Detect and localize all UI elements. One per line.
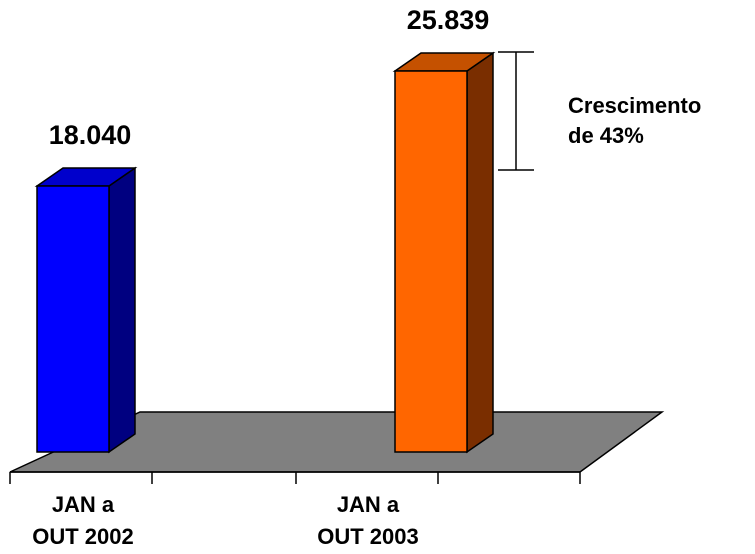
x-tick-label-0-line-1: JAN a bbox=[52, 492, 115, 517]
bar-1-side bbox=[466, 51, 494, 454]
x-axis-ticks bbox=[9, 472, 581, 484]
bar-1-front bbox=[394, 70, 468, 453]
bar-group-0 bbox=[34, 166, 138, 454]
x-tick-label-0-line-2: OUT 2002 bbox=[32, 524, 134, 549]
growth-annotation-line-1: Crescimento bbox=[568, 93, 701, 118]
growth-annotation-line-2: de 43% bbox=[568, 123, 644, 148]
bar-1-value-label: 25.839 bbox=[407, 5, 490, 35]
growth-bracket bbox=[498, 51, 534, 171]
bar-0-side bbox=[108, 166, 136, 454]
bar-group-1 bbox=[392, 51, 496, 454]
x-tick-label-1-line-1: JAN a bbox=[337, 492, 400, 517]
bar-0-value-label: 18.040 bbox=[49, 120, 132, 150]
x-tick-label-1-line-2: OUT 2003 bbox=[317, 524, 419, 549]
bar-0-front bbox=[36, 185, 110, 453]
